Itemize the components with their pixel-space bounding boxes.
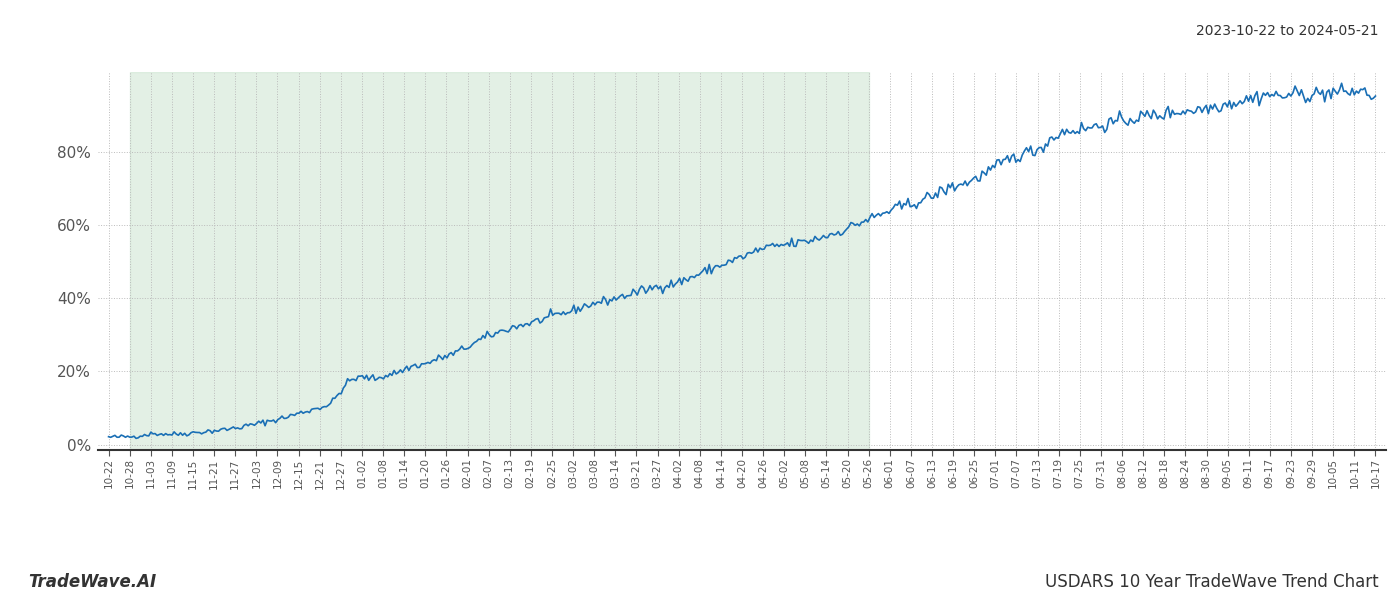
Text: USDARS 10 Year TradeWave Trend Chart: USDARS 10 Year TradeWave Trend Chart [1046, 573, 1379, 591]
Text: TradeWave.AI: TradeWave.AI [28, 573, 157, 591]
Text: 2023-10-22 to 2024-05-21: 2023-10-22 to 2024-05-21 [1197, 24, 1379, 38]
Bar [130, 72, 868, 450]
